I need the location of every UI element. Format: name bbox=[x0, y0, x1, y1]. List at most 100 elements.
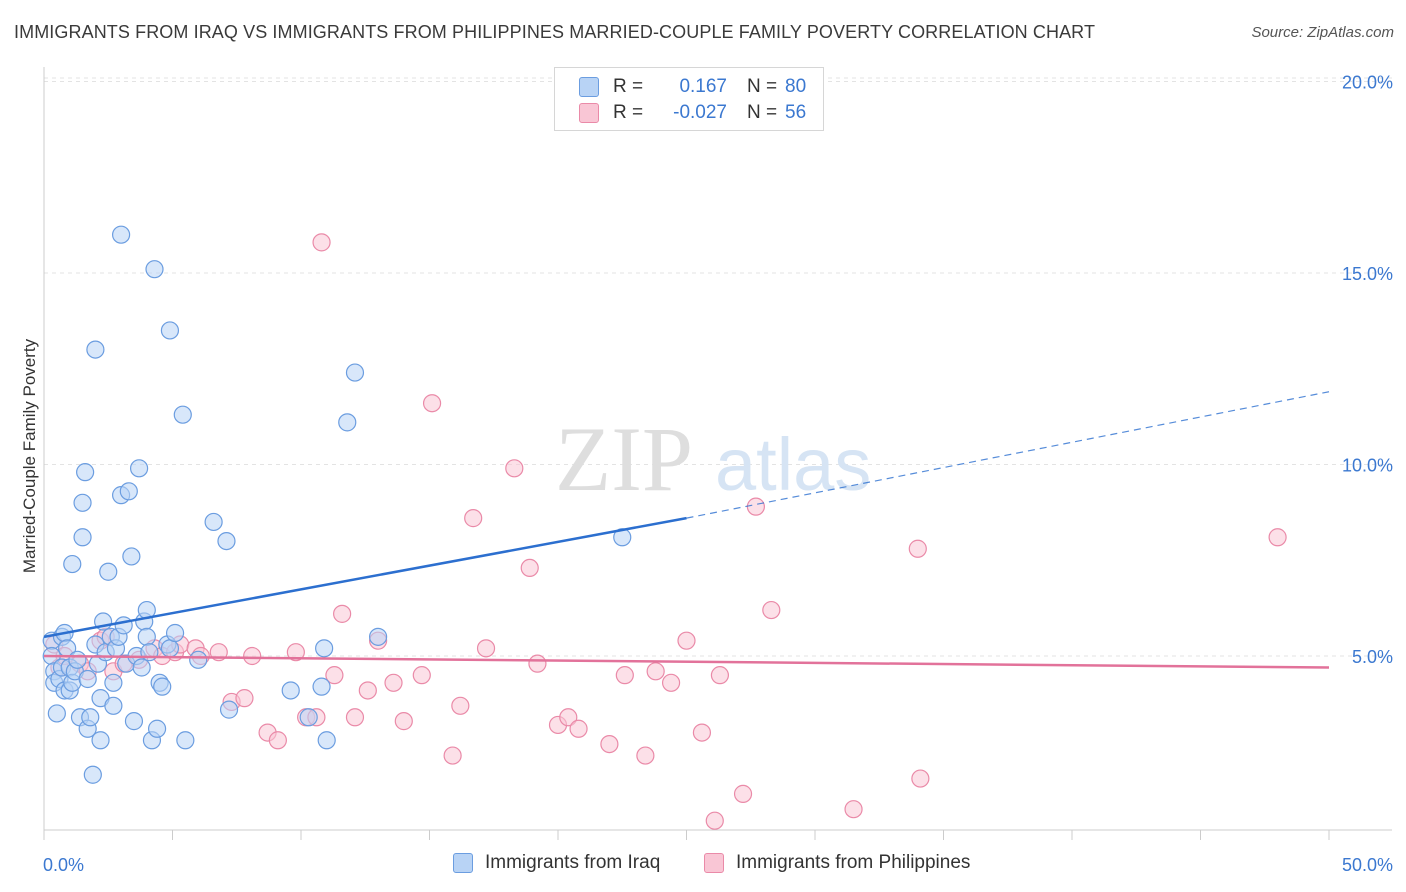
legend-swatch-iraq bbox=[453, 853, 473, 873]
philippines-point bbox=[746, 497, 765, 516]
legend-swatch-iraq bbox=[579, 77, 599, 97]
iraq-point bbox=[99, 562, 118, 581]
iraq-point bbox=[145, 260, 164, 279]
x-ticks bbox=[43, 830, 1330, 840]
philippines-point bbox=[911, 769, 930, 788]
iraq-point bbox=[86, 340, 105, 359]
legend-row-philippines: R = -0.027 N = 56 bbox=[579, 100, 806, 126]
philippines-point bbox=[384, 673, 403, 692]
y-axis-label: Married-Couple Family Poverty bbox=[20, 338, 39, 573]
iraq-point bbox=[129, 459, 149, 478]
philippines-point bbox=[464, 509, 483, 528]
philippines-point bbox=[325, 666, 344, 685]
iraq-point bbox=[165, 623, 185, 643]
x-tick-label-max: 50.0% bbox=[1342, 855, 1393, 875]
iraq-point bbox=[114, 616, 133, 635]
y-tick-label: 10.0% bbox=[1342, 456, 1393, 476]
iraq-point bbox=[173, 405, 192, 424]
iraq-point bbox=[63, 554, 82, 574]
iraq-point bbox=[217, 531, 236, 551]
philippines-point bbox=[677, 631, 696, 650]
legend-n-value: 56 bbox=[785, 102, 807, 123]
philippines-trend-line bbox=[43, 654, 1330, 669]
philippines-point bbox=[600, 734, 619, 754]
chart-title: IMMIGRANTS FROM IRAQ VS IMMIGRANTS FROM … bbox=[14, 22, 1096, 42]
source-label: Source: ZipAtlas.com bbox=[1251, 24, 1394, 41]
iraq-point bbox=[76, 463, 95, 482]
iraq-point bbox=[338, 413, 357, 432]
philippines-point bbox=[646, 662, 665, 681]
philippines-point bbox=[422, 394, 442, 413]
legend-label-philippines: Immigrants from Philippines bbox=[736, 852, 971, 873]
iraq-point bbox=[299, 708, 318, 727]
legend-r-label: R = bbox=[613, 102, 644, 123]
iraq-point bbox=[153, 677, 172, 696]
iraq-points bbox=[42, 225, 632, 784]
x-tick-label-min: 0.0% bbox=[43, 855, 84, 875]
y-tick-label: 20.0% bbox=[1342, 73, 1393, 93]
series-legend: Immigrants from Iraq Immigrants from Phi… bbox=[0, 852, 1406, 878]
iraq-point bbox=[176, 731, 195, 750]
philippines-point bbox=[661, 673, 681, 692]
philippines-point bbox=[569, 719, 588, 738]
philippines-point bbox=[615, 666, 634, 685]
iraq-point bbox=[189, 650, 208, 669]
iraq-point bbox=[369, 627, 388, 646]
legend-label-iraq: Immigrants from Iraq bbox=[485, 852, 661, 873]
philippines-point bbox=[733, 784, 753, 803]
legend-r-value: -0.027 bbox=[673, 102, 727, 123]
watermark-zip: ZIP bbox=[555, 408, 693, 510]
correlation-legend: R = 0.167 N = 80 R = -0.027 N = 56 bbox=[554, 67, 824, 131]
iraq-point bbox=[137, 627, 156, 646]
philippines-point bbox=[844, 800, 863, 819]
philippines-point bbox=[243, 646, 262, 666]
philippines-point bbox=[451, 696, 470, 715]
y-tick-label: 15.0% bbox=[1342, 264, 1393, 284]
iraq-point bbox=[160, 321, 180, 340]
iraq-point bbox=[345, 363, 365, 382]
iraq-point bbox=[315, 639, 334, 658]
philippines-point bbox=[235, 689, 254, 708]
gridlines bbox=[44, 77, 1392, 657]
watermark-atlas: atlas bbox=[715, 423, 871, 506]
legend-swatch-philippines bbox=[704, 853, 724, 873]
iraq-point bbox=[111, 225, 131, 244]
iraq-point bbox=[104, 673, 123, 692]
philippines-point bbox=[636, 746, 655, 765]
iraq-point bbox=[68, 650, 87, 669]
legend-item-philippines[interactable]: Immigrants from Philippines bbox=[704, 852, 970, 874]
iraq-point bbox=[119, 482, 138, 501]
iraq-point bbox=[281, 681, 300, 700]
philippines-point bbox=[333, 604, 352, 623]
philippines-point bbox=[908, 539, 927, 558]
philippines-point bbox=[559, 708, 578, 727]
philippines-point bbox=[268, 731, 287, 750]
iraq-point bbox=[122, 547, 141, 566]
legend-swatch-philippines bbox=[579, 103, 599, 123]
iraq-point bbox=[147, 719, 167, 738]
philippines-point bbox=[505, 459, 524, 478]
philippines-point bbox=[345, 708, 365, 727]
legend-row-iraq: R = 0.167 N = 80 bbox=[579, 74, 806, 100]
philippines-points bbox=[45, 233, 1287, 830]
philippines-point bbox=[692, 723, 712, 742]
iraq-point bbox=[204, 512, 223, 532]
philippines-point bbox=[528, 654, 547, 673]
iraq-trend-extension bbox=[686, 391, 1330, 519]
y-tick-label: 5.0% bbox=[1352, 647, 1393, 667]
iraq-point bbox=[104, 696, 123, 715]
philippines-point bbox=[412, 666, 431, 685]
iraq-point bbox=[132, 658, 151, 677]
trend-lines bbox=[43, 391, 1330, 669]
iraq-trend-line bbox=[43, 516, 687, 639]
axes bbox=[43, 67, 1392, 831]
philippines-point bbox=[520, 558, 539, 578]
philippines-point bbox=[710, 666, 730, 685]
legend-r-label: R = bbox=[613, 76, 644, 97]
legend-item-iraq[interactable]: Immigrants from Iraq bbox=[453, 852, 660, 874]
philippines-point bbox=[394, 712, 413, 731]
philippines-point bbox=[312, 233, 331, 252]
iraq-point bbox=[160, 639, 180, 658]
philippines-point bbox=[358, 681, 377, 700]
